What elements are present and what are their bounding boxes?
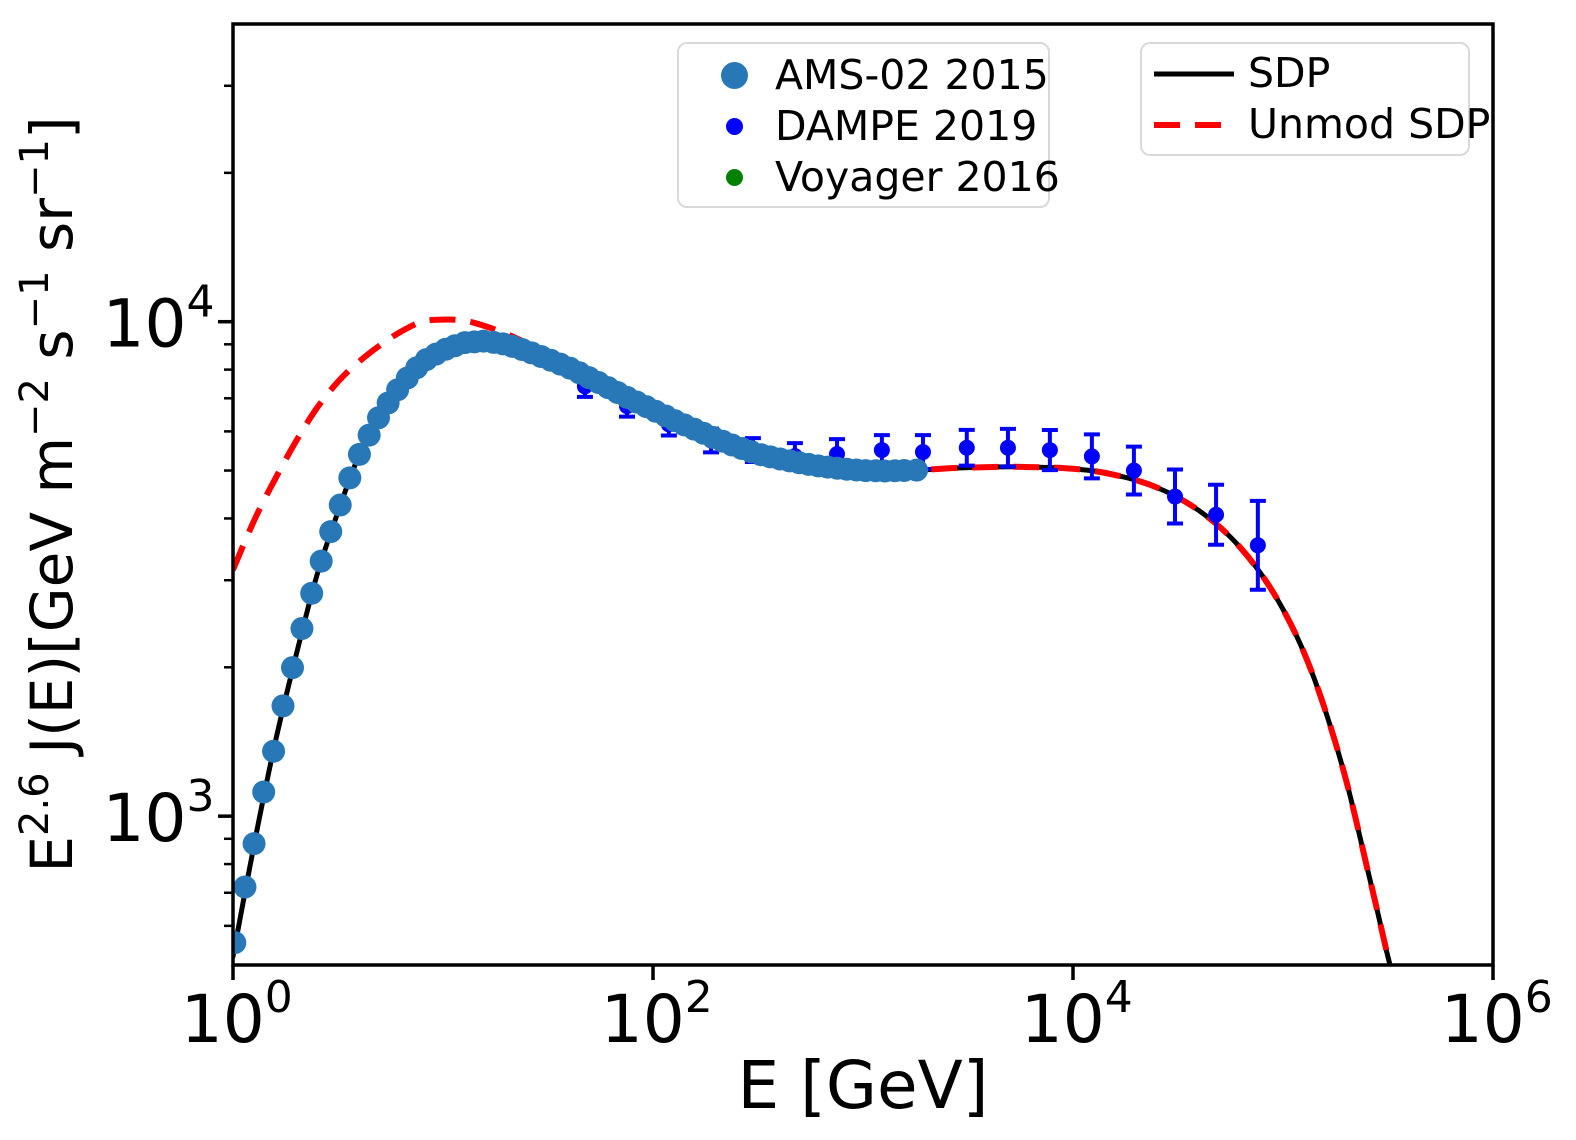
dampe-point	[1249, 537, 1266, 554]
legend-item-dampe[interactable]: DAMPE 2019	[693, 101, 1048, 152]
tick-label: 104	[1021, 972, 1133, 1058]
dampe-dot-icon	[725, 118, 743, 135]
ams02-point	[309, 549, 333, 573]
ams02-point	[233, 875, 257, 899]
ams02-point	[905, 458, 929, 482]
legend-item-ams02[interactable]: AMS-02 2015	[693, 50, 1049, 101]
plot-frame	[231, 22, 1495, 967]
ams02-dot-icon	[720, 62, 748, 89]
ams02-point	[338, 466, 362, 490]
legend-item-sdp[interactable]: SDP	[1152, 48, 1468, 99]
ams02-point	[233, 931, 247, 955]
ams02-point	[252, 780, 276, 804]
dampe-point	[1041, 442, 1058, 459]
ams02-point	[242, 832, 266, 856]
dampe-point	[999, 439, 1016, 456]
dampe-point	[1083, 448, 1100, 465]
tick-label: 103	[103, 771, 215, 857]
dampe-point	[873, 442, 890, 459]
legend-label-dampe: DAMPE 2019	[775, 102, 1038, 150]
unmod-sdp-dashed-line-icon	[1154, 121, 1234, 128]
data-layer	[233, 316, 1394, 965]
dampe-point	[1167, 488, 1184, 505]
ams02-point	[290, 617, 314, 641]
tick-labels: 100 102 104 106 103 104	[103, 277, 1553, 1058]
ams02-point	[328, 493, 352, 517]
legend-label-voyager: Voyager 2016	[775, 153, 1060, 201]
y-axis-label: E2.6 J(E)[GeV m−2 s−1 sr−1]	[12, 116, 86, 872]
dampe-point	[1125, 462, 1142, 479]
dampe-points	[576, 373, 1266, 592]
voyager-marker-cell	[693, 169, 775, 186]
dampe-marker-cell	[693, 118, 775, 135]
tick-label: 104	[103, 277, 215, 363]
legend-label-ams02: AMS-02 2015	[775, 51, 1049, 99]
x-axis-label: E [GeV]	[737, 1047, 988, 1124]
legend-item-voyager[interactable]: Voyager 2016	[693, 152, 1060, 203]
dampe-point	[914, 444, 931, 461]
ams02-point	[319, 520, 343, 544]
legend-model-curves: SDP Unmod SDP	[1140, 42, 1490, 156]
ams02-point	[262, 739, 286, 763]
ams02-point	[280, 656, 304, 680]
dampe-point	[958, 439, 975, 456]
sdp-line-cell	[1152, 69, 1248, 79]
dampe-point	[1208, 506, 1225, 523]
tick-label: 106	[1441, 972, 1553, 1058]
voyager-dot-icon	[725, 169, 743, 186]
ams02-points	[233, 329, 929, 955]
ams02-marker-cell	[693, 62, 775, 89]
unmod-sdp-curve	[233, 316, 1394, 965]
legend-item-unmod-sdp[interactable]: Unmod SDP	[1152, 99, 1490, 150]
tick-label: 100	[181, 972, 293, 1058]
ams02-point	[347, 442, 371, 466]
axis-ticks	[218, 84, 1495, 980]
ams02-point	[357, 423, 381, 447]
sdp-line-icon	[1154, 71, 1234, 76]
legend-label-unmod-sdp: Unmod SDP	[1248, 100, 1491, 148]
legend-data-series: AMS-02 2015 DAMPE 2019 Voyager 2016	[677, 42, 1060, 208]
ams02-point	[271, 694, 295, 718]
tick-label: 102	[601, 972, 713, 1058]
ams02-point	[300, 581, 324, 605]
unmod-sdp-line-cell	[1152, 119, 1248, 131]
sdp-curve	[233, 338, 1393, 965]
legend-label-sdp: SDP	[1248, 49, 1331, 97]
